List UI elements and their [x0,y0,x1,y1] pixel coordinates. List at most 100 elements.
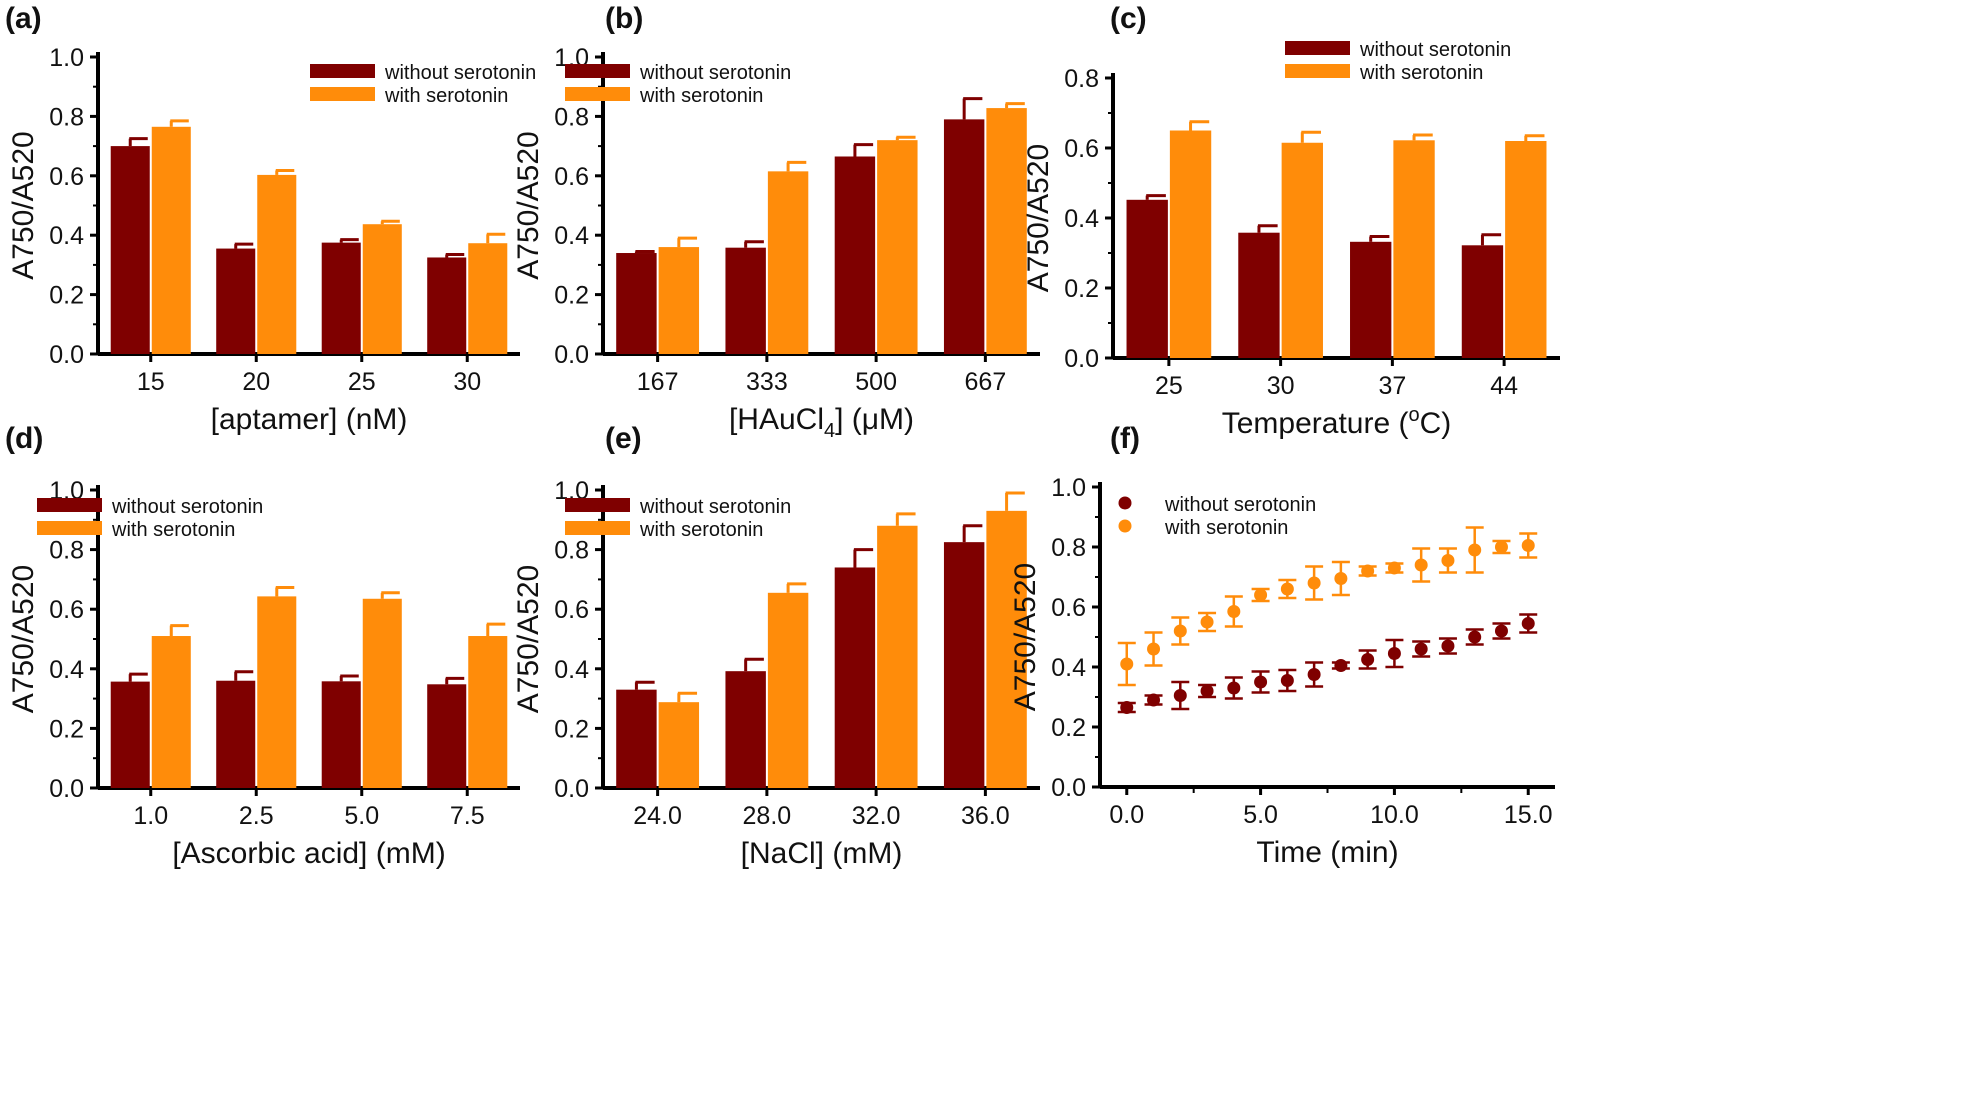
panel-label: (c) [1110,2,1147,35]
y-tick-label: 0.4 [554,222,589,250]
x-axis-label-part: o [1408,404,1419,426]
point-without-serotonin [1334,659,1348,672]
legend-label: without serotonin [111,496,263,518]
x-axis-label: [aptamer] (nM) [211,403,408,436]
bar-without-serotonin [616,253,657,354]
bar-with-serotonin [877,525,918,788]
bar-with-serotonin [767,171,809,354]
x-tick-label: 333 [746,368,788,396]
y-tick-label: 1.0 [1051,474,1086,502]
x-axis-label-part: [HAuCl [729,403,824,436]
bar-with-serotonin [468,636,508,788]
x-axis-label-part: [NaCl] (mM) [741,837,903,870]
x-tick-label: 5.0 [344,802,379,830]
x-tick-label: 167 [637,368,679,396]
x-tick-label: 1.0 [133,802,168,830]
y-tick-label: 0.4 [49,222,84,250]
x-axis-label: [HAuCl4] (μM) [729,403,914,442]
y-tick-label: 0.4 [1064,205,1099,233]
legend-swatch [565,87,630,101]
bar-with-serotonin [362,598,402,788]
x-axis-label-part: [aptamer] (nM) [211,403,408,436]
x-tick-label: 30 [1267,372,1295,400]
point-with-serotonin [1441,554,1455,567]
y-tick-label: 0.2 [1064,275,1099,303]
x-axis-label-part: 4 [824,420,835,442]
bar-without-serotonin [834,156,876,354]
bar-without-serotonin [616,689,657,788]
bar-with-serotonin [1281,142,1323,358]
y-tick-label: 0.6 [49,163,84,191]
y-tick-label: 0.0 [1064,345,1099,373]
y-tick-label: 0.0 [49,775,84,803]
y-tick-label: 0.2 [49,282,84,310]
legend-marker [1118,519,1132,533]
legend-swatch [37,521,102,535]
bar-with-serotonin [1169,130,1212,358]
x-tick-label: 10.0 [1370,801,1419,829]
panel-label: (e) [605,422,642,455]
bar-with-serotonin [1393,140,1435,358]
bar-with-serotonin [986,108,1027,354]
x-tick-label: 28.0 [743,802,792,830]
bar-with-serotonin [257,596,297,788]
legend-marker [1118,496,1132,510]
x-axis-label-part: Temperature ( [1222,407,1409,440]
bar-without-serotonin [725,247,766,354]
legend-swatch [565,521,630,535]
panel-label: (d) [5,422,43,455]
y-tick-label: 0.6 [554,596,589,624]
legend-label: without serotonin [384,62,536,84]
legend-label: without serotonin [639,496,791,518]
x-axis-label-part: C) [1420,407,1452,440]
bar-without-serotonin [943,542,985,788]
legend-swatch [565,64,630,78]
point-without-serotonin [1173,689,1187,702]
bar-with-serotonin [151,636,191,788]
bar-with-serotonin [767,592,809,788]
x-tick-label: 44 [1490,372,1518,400]
point-with-serotonin [1173,624,1187,638]
point-without-serotonin [1254,675,1268,689]
legend-label: without serotonin [1359,39,1511,61]
y-tick-label: 0.6 [1064,135,1099,163]
bar-without-serotonin [216,680,256,788]
point-with-serotonin [1307,576,1321,590]
x-tick-label: 25 [348,368,376,396]
point-without-serotonin [1494,624,1508,638]
bar-without-serotonin [1238,232,1280,358]
legend-label: with serotonin [111,519,235,541]
y-tick-label: 0.8 [554,103,589,131]
y-tick-label: 0.8 [49,103,84,131]
x-tick-label: 7.5 [450,802,485,830]
panel-d: (d) 0.0 0.2 0.4 0.6 0.8 1.0 A750/A520 [Ascorbic … [5,422,520,870]
point-without-serotonin [1361,653,1375,666]
y-tick-label: 0.2 [1051,714,1086,742]
x-axis-label-part: [Ascorbic acid] (mM) [172,837,445,870]
y-tick-label: 0.2 [554,282,589,310]
legend-swatch [310,64,375,78]
y-axis-label: A750/A520 [1022,144,1055,292]
bar-without-serotonin [1126,199,1168,358]
y-tick-label: 0.4 [554,656,589,684]
panel-f: (f) 0.0 0.2 0.4 0.6 0.8 1.0 A750/A520 Time (min)… [1009,422,1555,869]
y-axis-label: A750/A520 [512,565,545,713]
point-with-serotonin [1414,558,1428,572]
x-tick-label: 667 [965,368,1007,396]
y-tick-label: 0.8 [49,537,84,565]
legend-label: with serotonin [384,85,508,107]
bar-with-serotonin [877,140,918,354]
legend-label: with serotonin [639,85,763,107]
legend-label: without serotonin [1164,494,1316,516]
bar-without-serotonin [216,248,256,354]
y-tick-label: 0.4 [1051,654,1086,682]
point-with-serotonin [1494,540,1508,554]
bar-with-serotonin [362,224,402,354]
y-tick-label: 0.0 [1051,774,1086,802]
legend-swatch [565,498,630,512]
